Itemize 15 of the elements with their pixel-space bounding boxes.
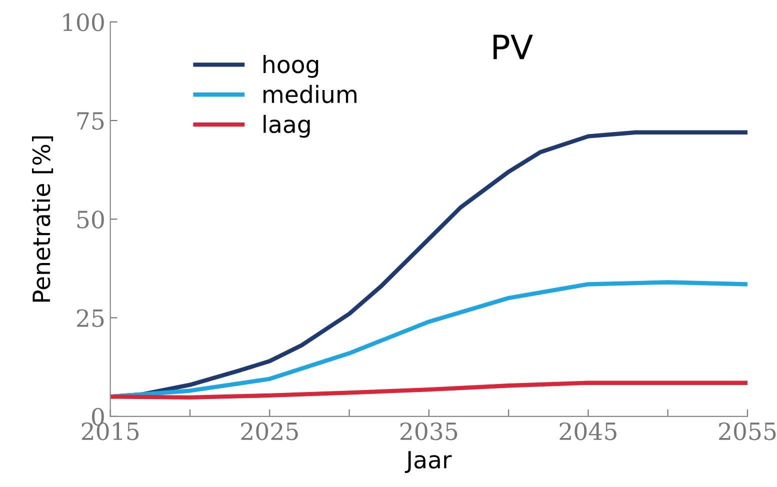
x-tick-label: 2035 (400, 422, 458, 440)
y-tick-label: 100 (63, 13, 104, 32)
chart-title: PV (494, 34, 533, 60)
x-axis-title: Jaar (404, 451, 452, 474)
x-tick-label: 2055 (719, 422, 776, 440)
x-tick-label: 2025 (241, 422, 298, 440)
legend-label: hoog (264, 55, 318, 78)
y-tick-label: 25 (77, 309, 104, 328)
legend-label: laag (264, 114, 310, 138)
legend-label: medium (264, 84, 356, 104)
x-tick-label: 2045 (560, 422, 616, 440)
y-tick-label: 50 (77, 210, 104, 228)
line-series (110, 380, 748, 400)
y-tick-label: 75 (77, 112, 104, 130)
y-axis-title: Penetratie [%] (32, 136, 54, 302)
